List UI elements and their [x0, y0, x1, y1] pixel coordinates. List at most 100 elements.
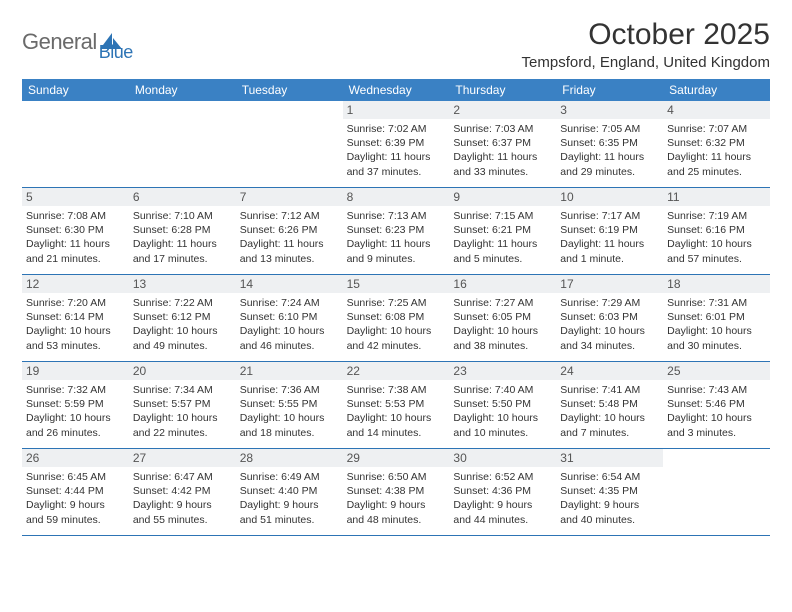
sun-info: Sunrise: 7:10 AMSunset: 6:28 PMDaylight:… [133, 209, 232, 266]
sun-info: Sunrise: 7:27 AMSunset: 6:05 PMDaylight:… [453, 296, 552, 353]
day-number: 27 [129, 449, 236, 467]
header: General Blue October 2025 Tempsford, Eng… [22, 18, 770, 71]
sun-info: Sunrise: 6:54 AMSunset: 4:35 PMDaylight:… [560, 470, 659, 527]
day-cell: 22 Sunrise: 7:38 AMSunset: 5:53 PMDayligh… [343, 362, 450, 448]
sun-info: Sunrise: 7:41 AMSunset: 5:48 PMDaylight:… [560, 383, 659, 440]
sun-info: Sunrise: 6:47 AMSunset: 4:42 PMDaylight:… [133, 470, 232, 527]
day-number: 10 [556, 188, 663, 206]
day-cell: 6 Sunrise: 7:10 AMSunset: 6:28 PMDaylight… [129, 188, 236, 274]
day-cell: 11 Sunrise: 7:19 AMSunset: 6:16 PMDayligh… [663, 188, 770, 274]
day-number: 23 [449, 362, 556, 380]
day-cell: 2Sunrise: 7:03 AMSunset: 6:37 PMDaylight… [449, 101, 556, 187]
sun-info: Sunrise: 7:40 AMSunset: 5:50 PMDaylight:… [453, 383, 552, 440]
sun-info: Sunrise: 7:31 AMSunset: 6:01 PMDaylight:… [667, 296, 766, 353]
dow-row: Sunday Monday Tuesday Wednesday Thursday… [22, 79, 770, 101]
sun-info: Sunrise: 7:24 AMSunset: 6:10 PMDaylight:… [240, 296, 339, 353]
day-number: 25 [663, 362, 770, 380]
title-block: October 2025 Tempsford, England, United … [522, 18, 770, 71]
sun-info: Sunrise: 7:38 AMSunset: 5:53 PMDaylight:… [347, 383, 446, 440]
day-number: 30 [449, 449, 556, 467]
sun-info: Sunrise: 6:45 AMSunset: 4:44 PMDaylight:… [26, 470, 125, 527]
week-row: 1 Sunrise: 7:02 AMSunset: 6:39 PMDaylight… [22, 101, 770, 188]
sun-info: Sunrise: 7:34 AMSunset: 5:57 PMDaylight:… [133, 383, 232, 440]
month-title: October 2025 [522, 18, 770, 52]
sun-info: Sunrise: 7:12 AMSunset: 6:26 PMDaylight:… [240, 209, 339, 266]
day-cell: 30Sunrise: 6:52 AMSunset: 4:36 PMDayligh… [449, 449, 556, 535]
calendar: Sunday Monday Tuesday Wednesday Thursday… [22, 79, 770, 536]
day-cell: 21Sunrise: 7:36 AMSunset: 5:55 PMDayligh… [236, 362, 343, 448]
dow-friday: Friday [556, 79, 663, 101]
day-cell: 27 Sunrise: 6:47 AMSunset: 4:42 PMDayligh… [129, 449, 236, 535]
location: Tempsford, England, United Kingdom [522, 54, 770, 71]
sun-info: Sunrise: 7:17 AMSunset: 6:19 PMDaylight:… [560, 209, 659, 266]
logo-text-general: General [22, 29, 97, 55]
day-cell: 29 Sunrise: 6:50 AMSunset: 4:38 PMDayligh… [343, 449, 450, 535]
dow-saturday: Saturday [663, 79, 770, 101]
day-number: 6 [129, 188, 236, 206]
sun-info: Sunrise: 7:29 AMSunset: 6:03 PMDaylight:… [560, 296, 659, 353]
sun-info: Sunrise: 7:19 AMSunset: 6:16 PMDaylight:… [667, 209, 766, 266]
day-cell: 4 Sunrise: 7:07 AMSunset: 6:32 PMDaylight… [663, 101, 770, 187]
day-cell: 23 Sunrise: 7:40 AMSunset: 5:50 PMDayligh… [449, 362, 556, 448]
day-number: 1 [343, 101, 450, 119]
sun-info: Sunrise: 7:32 AMSunset: 5:59 PMDaylight:… [26, 383, 125, 440]
day-number: 13 [129, 275, 236, 293]
day-number: 26 [22, 449, 129, 467]
week-row: 26 Sunrise: 6:45 AMSunset: 4:44 PMDayligh… [22, 449, 770, 536]
day-number: 28 [236, 449, 343, 467]
day-cell [129, 101, 236, 187]
sun-info: Sunrise: 7:05 AMSunset: 6:35 PMDaylight:… [560, 122, 659, 179]
sun-info: Sunrise: 7:20 AMSunset: 6:14 PMDaylight:… [26, 296, 125, 353]
sun-info: Sunrise: 7:36 AMSunset: 5:55 PMDaylight:… [240, 383, 339, 440]
day-cell: 8 Sunrise: 7:13 AMSunset: 6:23 PMDaylight… [343, 188, 450, 274]
day-cell [663, 449, 770, 535]
day-cell: 24Sunrise: 7:41 AMSunset: 5:48 PMDayligh… [556, 362, 663, 448]
logo-text-blue: Blue [99, 42, 133, 63]
day-number: 11 [663, 188, 770, 206]
weeks-container: 1 Sunrise: 7:02 AMSunset: 6:39 PMDaylight… [22, 101, 770, 536]
day-number: 4 [663, 101, 770, 119]
day-cell: 9 Sunrise: 7:15 AMSunset: 6:21 PMDaylight… [449, 188, 556, 274]
day-number: 16 [449, 275, 556, 293]
week-row: 19 Sunrise: 7:32 AMSunset: 5:59 PMDayligh… [22, 362, 770, 449]
day-cell [236, 101, 343, 187]
day-cell: 12Sunrise: 7:20 AMSunset: 6:14 PMDayligh… [22, 275, 129, 361]
sun-info: Sunrise: 7:13 AMSunset: 6:23 PMDaylight:… [347, 209, 446, 266]
day-cell: 3Sunrise: 7:05 AMSunset: 6:35 PMDaylight… [556, 101, 663, 187]
day-number: 15 [343, 275, 450, 293]
dow-wednesday: Wednesday [343, 79, 450, 101]
sun-info: Sunrise: 7:07 AMSunset: 6:32 PMDaylight:… [667, 122, 766, 179]
day-number: 17 [556, 275, 663, 293]
day-cell: 7 Sunrise: 7:12 AMSunset: 6:26 PMDaylight… [236, 188, 343, 274]
day-number: 19 [22, 362, 129, 380]
day-number: 7 [236, 188, 343, 206]
sun-info: Sunrise: 7:43 AMSunset: 5:46 PMDaylight:… [667, 383, 766, 440]
day-cell: 10 Sunrise: 7:17 AMSunset: 6:19 PMDayligh… [556, 188, 663, 274]
day-cell: 5Sunrise: 7:08 AMSunset: 6:30 PMDaylight… [22, 188, 129, 274]
week-row: 5Sunrise: 7:08 AMSunset: 6:30 PMDaylight… [22, 188, 770, 275]
sun-info: Sunrise: 7:03 AMSunset: 6:37 PMDaylight:… [453, 122, 552, 179]
sun-info: Sunrise: 6:50 AMSunset: 4:38 PMDaylight:… [347, 470, 446, 527]
day-cell: 25 Sunrise: 7:43 AMSunset: 5:46 PMDayligh… [663, 362, 770, 448]
day-number: 18 [663, 275, 770, 293]
day-cell: 1 Sunrise: 7:02 AMSunset: 6:39 PMDaylight… [343, 101, 450, 187]
week-row: 12Sunrise: 7:20 AMSunset: 6:14 PMDayligh… [22, 275, 770, 362]
sun-info: Sunrise: 7:22 AMSunset: 6:12 PMDaylight:… [133, 296, 232, 353]
dow-thursday: Thursday [449, 79, 556, 101]
day-cell: 28Sunrise: 6:49 AMSunset: 4:40 PMDayligh… [236, 449, 343, 535]
day-cell: 18 Sunrise: 7:31 AMSunset: 6:01 PMDayligh… [663, 275, 770, 361]
sun-info: Sunrise: 7:25 AMSunset: 6:08 PMDaylight:… [347, 296, 446, 353]
sun-info: Sunrise: 7:02 AMSunset: 6:39 PMDaylight:… [347, 122, 446, 179]
day-cell: 31 Sunrise: 6:54 AMSunset: 4:35 PMDayligh… [556, 449, 663, 535]
logo: General Blue [22, 20, 133, 63]
sun-info: Sunrise: 7:15 AMSunset: 6:21 PMDaylight:… [453, 209, 552, 266]
day-number: 5 [22, 188, 129, 206]
day-number: 14 [236, 275, 343, 293]
day-number: 31 [556, 449, 663, 467]
day-number: 29 [343, 449, 450, 467]
dow-tuesday: Tuesday [236, 79, 343, 101]
day-cell: 15 Sunrise: 7:25 AMSunset: 6:08 PMDayligh… [343, 275, 450, 361]
day-number: 9 [449, 188, 556, 206]
day-number: 22 [343, 362, 450, 380]
day-number: 8 [343, 188, 450, 206]
